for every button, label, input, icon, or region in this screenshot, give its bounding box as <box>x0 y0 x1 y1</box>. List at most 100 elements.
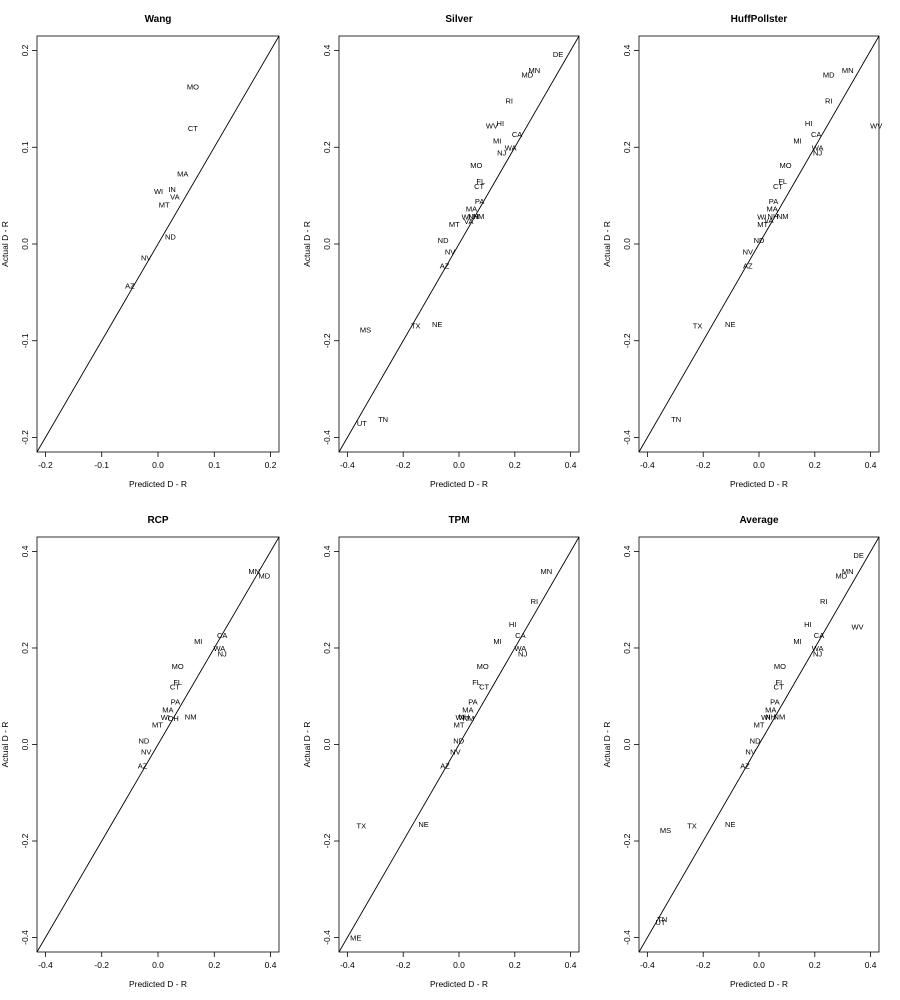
point-label-ri: RI <box>505 96 513 105</box>
y-axis-label: Actual D - R <box>602 722 612 768</box>
point-label-nd: ND <box>438 236 449 245</box>
x-axis-label: Predicted D - R <box>129 979 187 989</box>
y-tick-label: -0.2 <box>622 833 632 848</box>
point-label-mo: MO <box>774 662 786 671</box>
x-tick-label: 0.4 <box>565 960 577 970</box>
y-axis-label: Actual D - R <box>602 221 612 267</box>
x-axis-label: Predicted D - R <box>129 479 187 489</box>
point-label-ri: RI <box>825 96 833 105</box>
x-tick-label: -0.4 <box>38 960 53 970</box>
point-label-wa: WA <box>812 644 824 653</box>
point-label-wa: WA <box>812 143 824 152</box>
point-label-nv: NV <box>445 247 455 256</box>
x-tick-label: 0.2 <box>509 460 521 470</box>
y-tick-label: -0.4 <box>20 930 30 945</box>
point-label-mt: MT <box>159 200 170 209</box>
point-label-de: DE <box>853 551 863 560</box>
y-tick-label: 0.0 <box>20 738 30 750</box>
point-label-nd: ND <box>139 737 150 746</box>
point-label-md: MD <box>259 572 271 581</box>
x-tick-label: 0.2 <box>265 460 277 470</box>
point-label-mn: MN <box>842 567 854 576</box>
point-label-fl: FL <box>776 678 785 687</box>
point-label-tx: TX <box>411 321 421 330</box>
point-label-nj: NJ <box>518 649 527 658</box>
point-label-mt: MT <box>152 721 163 730</box>
reference-line <box>36 536 280 953</box>
point-label-nj: NJ <box>813 649 822 658</box>
point-label-ct: CT <box>774 683 784 692</box>
point-label-ma: MA <box>766 205 777 214</box>
y-tick-label: -0.2 <box>20 430 30 445</box>
y-axis-label: Actual D - R <box>302 722 312 768</box>
x-tick-label: -0.2 <box>396 960 411 970</box>
x-tick-label: 0.0 <box>152 460 164 470</box>
y-tick-label: 0.2 <box>20 642 30 654</box>
y-tick-label: -0.2 <box>322 833 332 848</box>
point-label-ct: CT <box>188 124 198 133</box>
point-label-nh: NH <box>459 713 470 722</box>
point-label-nd: ND <box>754 236 765 245</box>
point-label-nh: NH <box>768 212 779 221</box>
x-tick-label: 0.2 <box>208 960 220 970</box>
point-label-fl: FL <box>778 177 787 186</box>
panel-average: Average -0.4 -0.2 0.0 0.2 0.4 -0.4 -0.2 0.0 0.2 0.… <box>602 515 880 989</box>
x-tick-label: -0.2 <box>38 460 53 470</box>
point-label-mo: MO <box>172 662 184 671</box>
y-axis-label: Actual D - R <box>0 722 10 768</box>
panel-tpm: TPM -0.4 -0.2 0.0 0.2 0.4 -0.4 -0.2 0.0 0.2 0.4 Pre… <box>302 515 580 989</box>
point-label-tx: TX <box>693 321 703 330</box>
point-label-nv: NV <box>745 748 755 757</box>
point-label-mo: MO <box>470 161 482 170</box>
point-label-wa: WA <box>514 644 526 653</box>
x-tick-label: -0.4 <box>340 460 355 470</box>
point-label-ca: CA <box>811 130 821 139</box>
point-label-ma: MA <box>765 705 776 714</box>
point-label-hi: HI <box>804 620 812 629</box>
y-tick-label: 0.2 <box>20 44 30 56</box>
x-tick-label: 0.2 <box>509 960 521 970</box>
x-tick-label: 0.4 <box>565 460 577 470</box>
y-tick-label: -0.2 <box>20 833 30 848</box>
point-label-wv: WV <box>870 121 882 130</box>
point-label-nv: NV <box>141 748 151 757</box>
y-tick-label: -0.4 <box>322 430 332 445</box>
y-tick-label: -0.4 <box>622 930 632 945</box>
point-label-mo: MO <box>779 161 791 170</box>
point-label-wi: WI <box>757 212 766 221</box>
point-label-ct: CT <box>773 182 783 191</box>
point-label-ms: MS <box>660 826 671 835</box>
point-label-fl: FL <box>173 678 182 687</box>
point-label-mo: MO <box>187 82 199 91</box>
point-label-mi: MI <box>493 637 501 646</box>
point-label-ne: NE <box>432 320 442 329</box>
x-tick-label: 0.2 <box>809 460 821 470</box>
x-tick-label: 0.0 <box>753 460 765 470</box>
point-label-de: DE <box>553 50 563 59</box>
y-axis-label: Actual D - R <box>302 221 312 267</box>
point-label-ne: NE <box>725 820 735 829</box>
point-label-az: AZ <box>740 762 750 771</box>
x-tick-label: -0.2 <box>696 460 711 470</box>
y-tick-label: -0.1 <box>20 333 30 348</box>
y-tick-label: 0.0 <box>622 738 632 750</box>
point-label-mt: MT <box>454 721 465 730</box>
point-label-pa: PA <box>770 698 779 707</box>
point-label-tx: TX <box>357 822 367 831</box>
chart-title: HuffPollster <box>731 14 788 25</box>
point-label-fl: FL <box>472 678 481 687</box>
point-label-pa: PA <box>468 698 477 707</box>
point-label-wi: WI <box>761 713 770 722</box>
x-tick-label: 0.4 <box>265 960 277 970</box>
point-label-nv: NV <box>743 247 753 256</box>
point-label-nm: NM <box>777 212 789 221</box>
point-label-ca: CA <box>515 631 525 640</box>
y-tick-label: 0.4 <box>322 545 332 557</box>
x-tick-label: 0.4 <box>865 960 877 970</box>
y-tick-label: 0.2 <box>322 141 332 153</box>
point-label-ms: MS <box>360 326 371 335</box>
point-label-fl: FL <box>476 177 485 186</box>
point-label-wi: WI <box>456 713 465 722</box>
y-tick-label: 0.0 <box>322 238 332 250</box>
y-tick-label: 0.1 <box>20 141 30 153</box>
